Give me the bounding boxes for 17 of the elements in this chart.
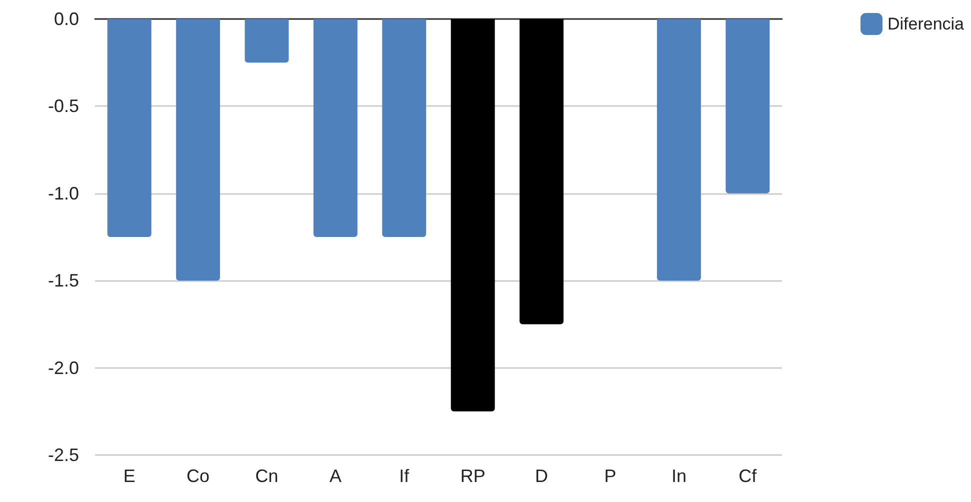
y-tick-label: 0.0: [54, 9, 79, 29]
x-tick-label: Cf: [738, 466, 758, 486]
x-tick-label: E: [123, 466, 136, 486]
y-tick-label: -1.0: [48, 183, 79, 204]
y-tick-label: -0.5: [48, 96, 79, 116]
y-tick-label: -2.5: [48, 445, 79, 465]
x-tick-label: A: [329, 466, 342, 486]
x-tick-label: D: [535, 466, 548, 486]
x-tick-label: P: [604, 466, 616, 486]
x-tick-label: Cn: [255, 466, 278, 486]
legend-label: Diferencia: [887, 14, 965, 34]
y-tick-label: -1.5: [48, 270, 79, 291]
x-tick-label: In: [671, 466, 686, 486]
x-tick-label: If: [399, 466, 410, 486]
x-tick-label: RP: [460, 466, 486, 486]
y-tick-label: -2.0: [48, 358, 79, 378]
x-tick-label: Co: [186, 466, 210, 486]
